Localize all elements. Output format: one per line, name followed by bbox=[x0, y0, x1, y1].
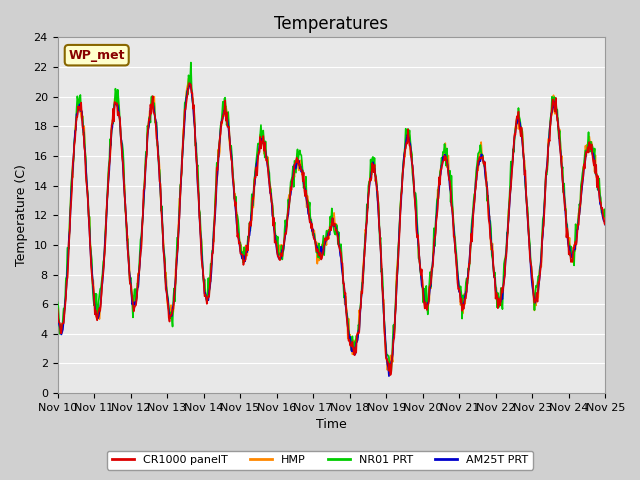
Legend: CR1000 panelT, HMP, NR01 PRT, AM25T PRT: CR1000 panelT, HMP, NR01 PRT, AM25T PRT bbox=[107, 451, 533, 469]
Text: WP_met: WP_met bbox=[68, 48, 125, 62]
Y-axis label: Temperature (C): Temperature (C) bbox=[15, 164, 28, 266]
Title: Temperatures: Temperatures bbox=[275, 15, 388, 33]
X-axis label: Time: Time bbox=[316, 419, 347, 432]
